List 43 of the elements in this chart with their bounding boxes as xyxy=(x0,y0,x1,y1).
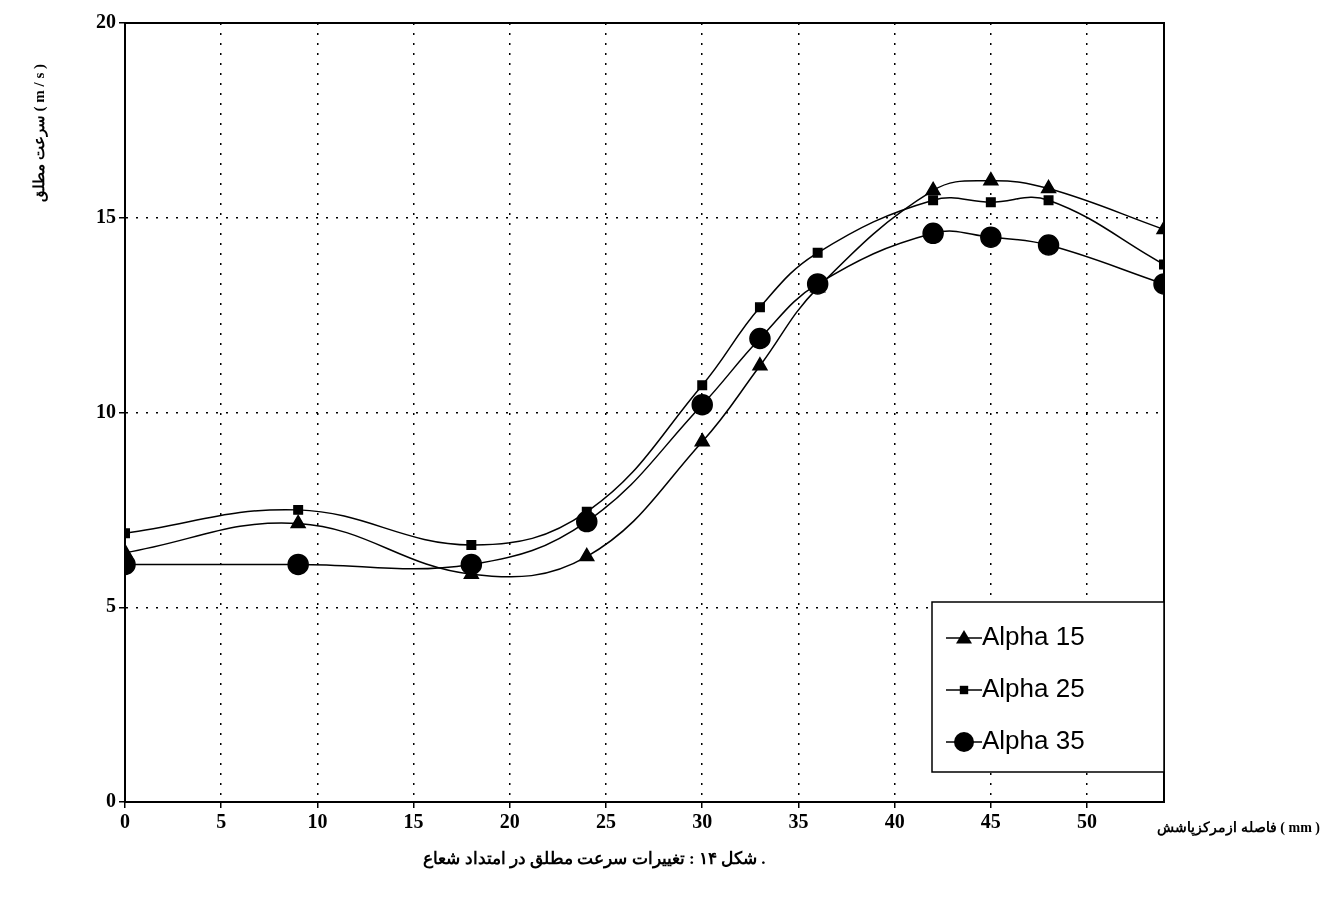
point xyxy=(1040,179,1057,194)
x-tick-label: 15 xyxy=(403,810,424,833)
x-tick-label: 0 xyxy=(120,810,130,833)
point xyxy=(749,327,771,350)
point xyxy=(983,172,999,186)
legend-label: Alpha 35 xyxy=(982,725,1085,756)
point xyxy=(1043,195,1054,206)
x-tick-label: 50 xyxy=(1077,810,1098,833)
x-tick-label: 30 xyxy=(692,810,713,833)
point xyxy=(925,181,941,196)
x-tick-label: 20 xyxy=(499,810,520,833)
x-axis-title: فاصله ازمرکزپاشش ( mm ) xyxy=(1157,819,1321,836)
legend-label: Alpha 15 xyxy=(982,621,1085,652)
point xyxy=(290,514,306,529)
x-tick-label: 5 xyxy=(216,810,227,833)
y-axis-title: سرعت مطلق ( m / s ) xyxy=(30,64,48,202)
x-tick-label: 40 xyxy=(884,810,905,833)
point xyxy=(1037,234,1060,256)
y-tick-label: 20 xyxy=(96,10,116,33)
point xyxy=(287,553,309,576)
x-tick-label: 10 xyxy=(307,810,328,833)
point xyxy=(697,380,708,391)
point xyxy=(752,357,768,371)
point xyxy=(922,222,944,245)
point xyxy=(694,432,710,447)
point xyxy=(579,547,595,562)
x-tick-label: 45 xyxy=(980,810,1001,833)
point xyxy=(812,247,823,258)
y-tick-label: 10 xyxy=(96,399,116,422)
x-tick-label: 25 xyxy=(596,810,617,833)
point xyxy=(985,197,996,208)
point xyxy=(980,226,1002,248)
y-tick-label: 0 xyxy=(106,789,116,812)
text: شکل ۱۴ : تغییرات سرعت مطلق در امتداد شعاع . xyxy=(423,849,766,870)
y-tick-label: 15 xyxy=(96,204,116,227)
point xyxy=(466,539,477,550)
y-tick-label: 5 xyxy=(106,594,116,617)
x-tick-label: 35 xyxy=(788,810,809,833)
point xyxy=(691,393,713,416)
legend-label: Alpha 25 xyxy=(982,673,1085,704)
point xyxy=(754,302,765,313)
point xyxy=(928,195,939,206)
point xyxy=(293,504,304,515)
